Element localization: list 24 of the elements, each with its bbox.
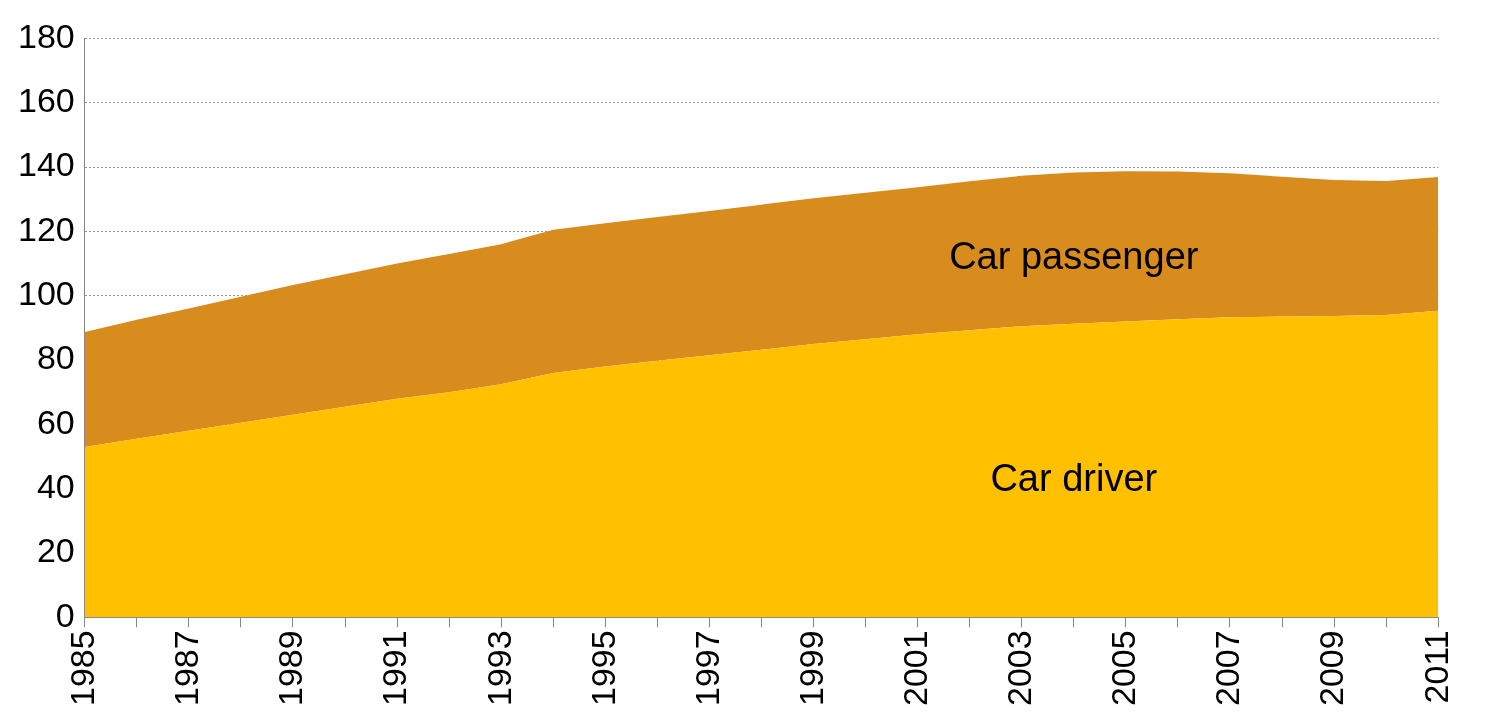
x-tick-label: 1987	[167, 630, 206, 706]
x-tick-label: 2007	[1208, 630, 1247, 706]
x-tick-label: 1995	[583, 630, 622, 706]
x-tick-label: 1991	[375, 630, 414, 706]
y-tick-label: 60	[36, 402, 75, 441]
x-tick-label: 2001	[896, 630, 935, 706]
x-tick-label: 2009	[1312, 630, 1351, 706]
x-tick-label: 1997	[687, 630, 726, 706]
x-tick-label: 1999	[791, 630, 830, 706]
x-tick-label: 2005	[1104, 630, 1143, 706]
y-tick-label: 40	[36, 467, 75, 506]
x-tick-label: 1989	[271, 630, 310, 706]
y-tick-label: 20	[36, 531, 75, 570]
y-tick-label: 180	[17, 16, 75, 55]
y-tick-label: 160	[17, 81, 75, 120]
series-label: Car driver	[990, 457, 1158, 500]
y-tick-label: 120	[17, 209, 75, 248]
y-tick-label: 100	[17, 274, 75, 313]
series-label: Car passenger	[949, 234, 1199, 277]
x-tick-label: 1993	[479, 630, 518, 706]
x-tick-label: 2011	[1416, 630, 1455, 704]
y-tick-label: 140	[17, 145, 75, 184]
x-tick-label: 2003	[1000, 630, 1039, 706]
y-tick-label: 80	[36, 338, 75, 377]
